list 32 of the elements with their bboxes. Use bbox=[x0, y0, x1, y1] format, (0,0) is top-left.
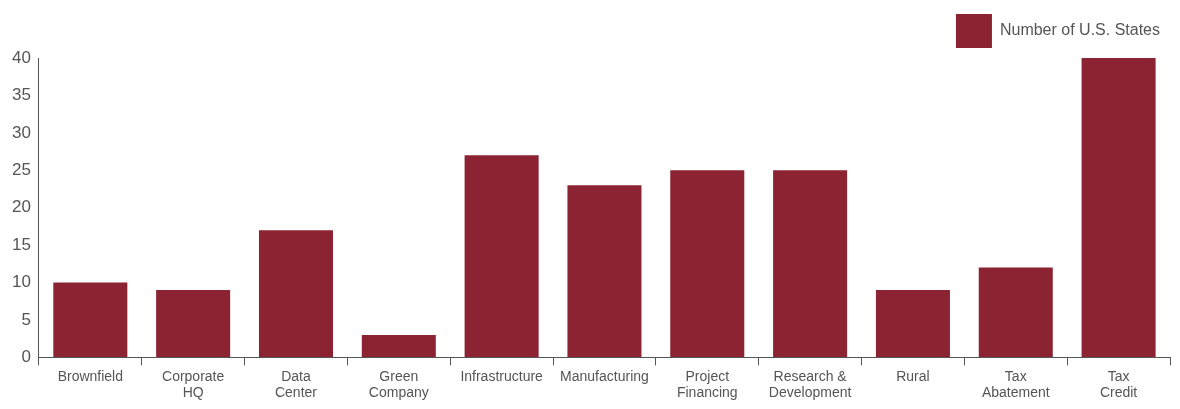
bar bbox=[567, 185, 642, 357]
y-tick-label: 5 bbox=[21, 309, 31, 329]
y-tick-label: 10 bbox=[11, 272, 31, 292]
bar bbox=[875, 290, 950, 357]
y-tick-label: 40 bbox=[11, 47, 31, 67]
x-tick-label: Research & Development bbox=[768, 367, 852, 401]
bar bbox=[258, 230, 333, 357]
bar bbox=[978, 267, 1053, 357]
y-tick-label: 30 bbox=[11, 122, 31, 142]
x-tick-label: Green Company bbox=[368, 367, 429, 401]
y-tick-label: 35 bbox=[11, 85, 31, 105]
x-tick-label: Brownfield bbox=[57, 367, 124, 384]
bar bbox=[53, 282, 128, 357]
x-tick-label: Data Center bbox=[274, 367, 318, 401]
y-tick-label: 0 bbox=[21, 347, 31, 367]
bar bbox=[156, 290, 231, 357]
bar bbox=[773, 170, 848, 357]
x-tick-label: Corporate HQ bbox=[162, 367, 225, 401]
x-tick-label: Tax Abatement bbox=[981, 367, 1050, 401]
bar bbox=[670, 170, 745, 357]
y-tick-label: 20 bbox=[11, 197, 31, 217]
bar bbox=[1081, 58, 1156, 357]
bar bbox=[361, 334, 436, 357]
legend-label: Number of U.S. States bbox=[999, 21, 1160, 39]
x-tick-label: Project Financing bbox=[676, 367, 738, 401]
y-tick-label: 15 bbox=[11, 234, 31, 254]
x-tick-label: Rural bbox=[896, 367, 930, 384]
x-tick-label: Tax Credit bbox=[1099, 367, 1138, 401]
x-tick-label: Infrastructure bbox=[460, 367, 544, 384]
x-tick-label: Manufacturing bbox=[560, 367, 649, 384]
bar bbox=[464, 155, 539, 357]
y-tick-label: 25 bbox=[11, 159, 31, 179]
